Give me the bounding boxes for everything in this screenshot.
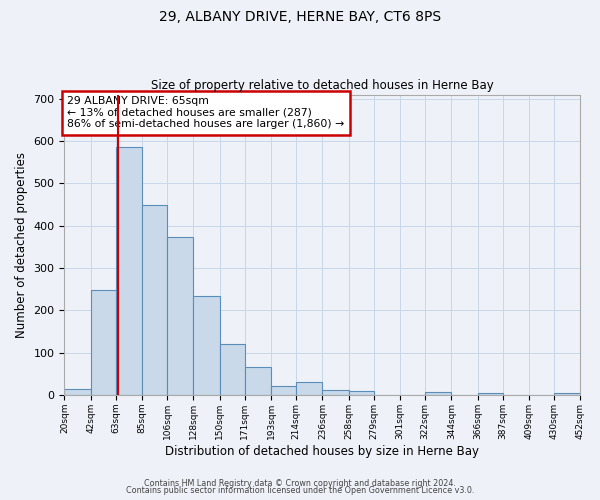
Text: 29 ALBANY DRIVE: 65sqm
← 13% of detached houses are smaller (287)
86% of semi-de: 29 ALBANY DRIVE: 65sqm ← 13% of detached… bbox=[67, 96, 344, 130]
Y-axis label: Number of detached properties: Number of detached properties bbox=[15, 152, 28, 338]
Bar bbox=[554, 393, 580, 395]
Bar bbox=[193, 296, 220, 395]
Bar bbox=[271, 386, 296, 395]
Bar bbox=[220, 344, 245, 395]
Bar bbox=[91, 290, 116, 395]
Bar bbox=[245, 366, 271, 395]
Bar bbox=[142, 206, 167, 395]
Bar bbox=[64, 388, 91, 395]
Bar bbox=[478, 393, 503, 395]
Bar bbox=[322, 390, 349, 395]
X-axis label: Distribution of detached houses by size in Herne Bay: Distribution of detached houses by size … bbox=[166, 444, 479, 458]
Bar bbox=[425, 392, 451, 395]
Text: Contains HM Land Registry data © Crown copyright and database right 2024.: Contains HM Land Registry data © Crown c… bbox=[144, 478, 456, 488]
Text: 29, ALBANY DRIVE, HERNE BAY, CT6 8PS: 29, ALBANY DRIVE, HERNE BAY, CT6 8PS bbox=[159, 10, 441, 24]
Bar bbox=[296, 382, 322, 395]
Title: Size of property relative to detached houses in Herne Bay: Size of property relative to detached ho… bbox=[151, 79, 494, 92]
Bar bbox=[116, 148, 142, 395]
Text: Contains public sector information licensed under the Open Government Licence v3: Contains public sector information licen… bbox=[126, 486, 474, 495]
Bar bbox=[167, 237, 193, 395]
Bar bbox=[349, 390, 374, 395]
